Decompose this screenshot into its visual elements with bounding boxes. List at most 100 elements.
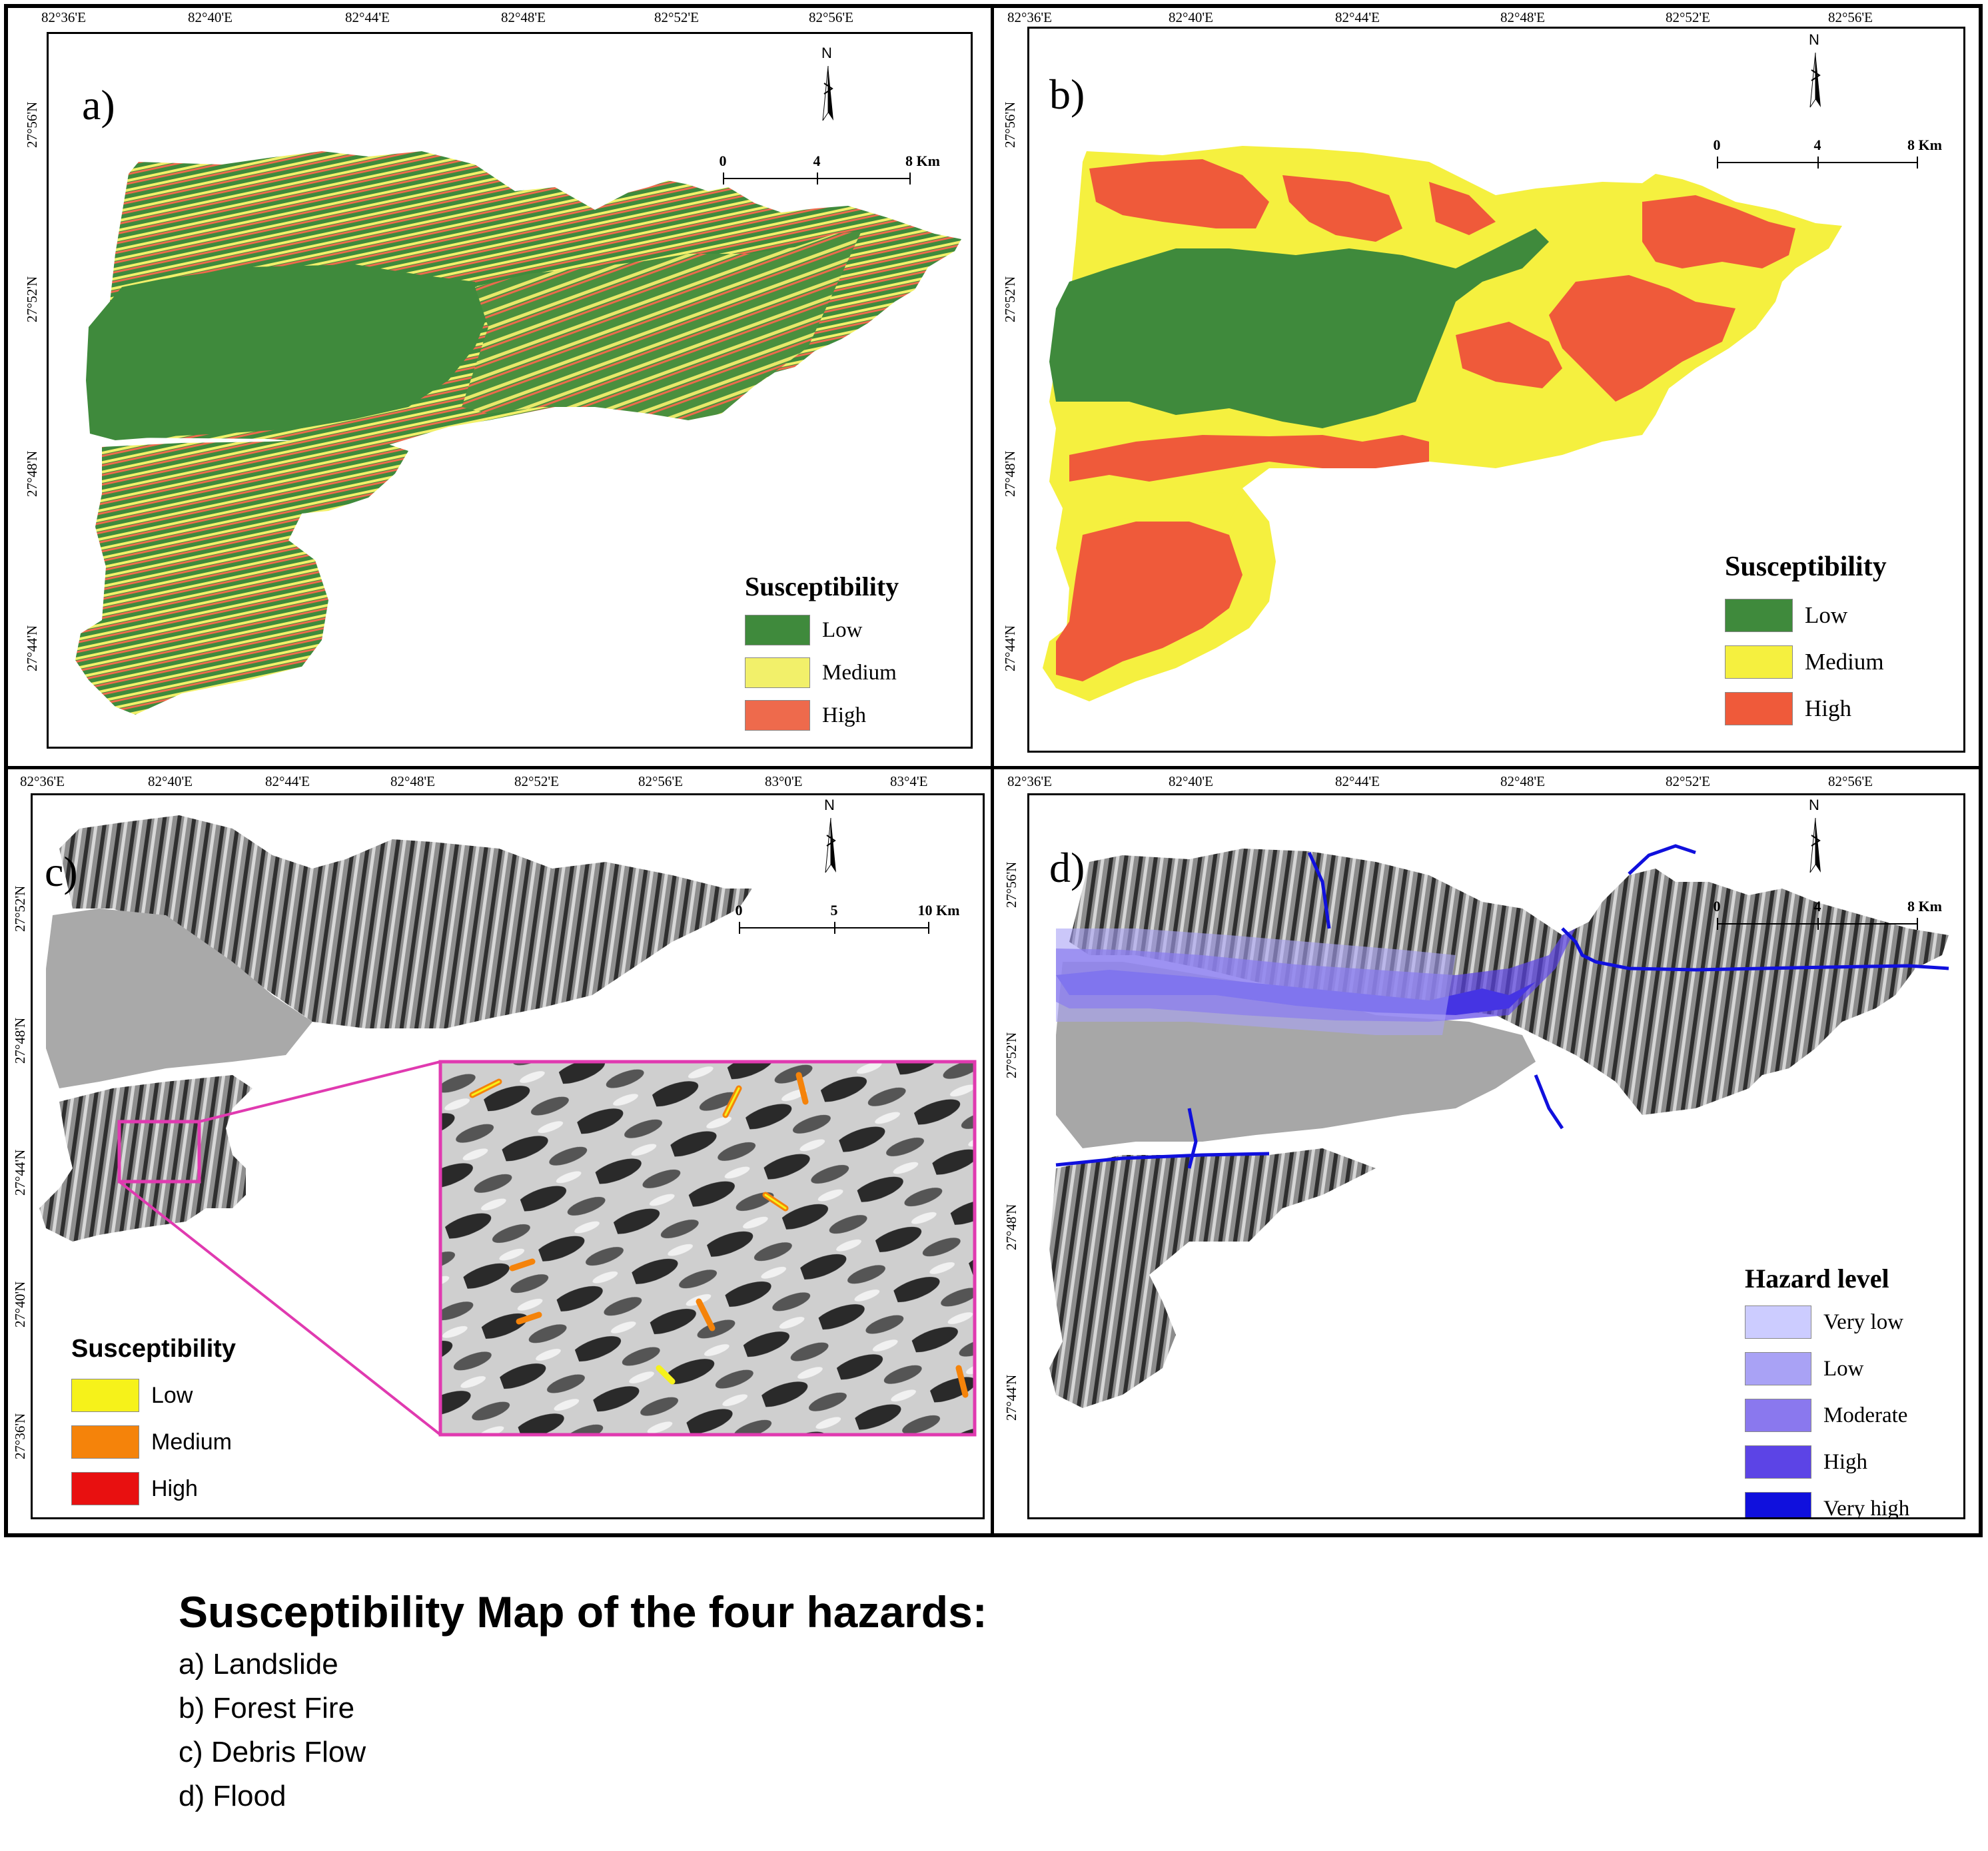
- lon-tick-label: 82°40'E: [1169, 773, 1214, 789]
- scale-bar: 0 4 8 Km: [720, 153, 940, 192]
- legend-label: High: [1805, 695, 1851, 721]
- lat-tick-label: 27°44'N: [1002, 625, 1018, 671]
- north-arrow-icon: [1809, 817, 1821, 873]
- lat-tick-label: 27°44'N: [12, 1149, 28, 1196]
- panel-b-forest-fire: 82°36'E 82°40'E 82°44'E 82°48'E 82°52'E …: [994, 0, 1983, 767]
- lon-tick-label: 82°56'E: [809, 9, 854, 25]
- lon-tick-label: 82°52'E: [1666, 9, 1711, 25]
- legend-swatch: [1745, 1352, 1811, 1385]
- lon-tick-label: 82°36'E: [1007, 9, 1053, 25]
- legend-swatch: [745, 657, 810, 688]
- inset-connector: [118, 1180, 442, 1436]
- lat-tick-label: 27°44'N: [1003, 1374, 1019, 1421]
- legend-swatch: [71, 1425, 139, 1459]
- scale-bar: 0 4 8 Km: [1714, 137, 1942, 177]
- lon-tick-label: 82°36'E: [41, 9, 87, 25]
- legend-swatch: [1725, 692, 1793, 725]
- legend: Hazard level Very low Low Moderate High …: [1745, 1263, 1963, 1517]
- vertical-divider: [991, 4, 994, 1537]
- scale-label: 4: [1813, 898, 1821, 915]
- caption-title: Susceptibility Map of the four hazards:: [179, 1587, 987, 1637]
- scale-label: 10 Km: [917, 902, 960, 919]
- legend-label: High: [151, 1475, 198, 1501]
- legend-swatch: [71, 1379, 139, 1412]
- legend-label: High: [1823, 1449, 1867, 1474]
- scale-label: 4: [1813, 137, 1821, 153]
- lat-tick-label: 27°40'N: [12, 1281, 28, 1327]
- legend: Susceptibility Low Medium High: [745, 571, 965, 744]
- lon-tick-label: 82°44'E: [345, 9, 390, 25]
- north-arrow: N: [817, 797, 844, 874]
- legend-swatch: [1745, 1492, 1811, 1517]
- legend-label: High: [822, 703, 866, 727]
- legend-item: Low: [1745, 1352, 1864, 1385]
- panel-letter: c): [45, 848, 78, 895]
- lon-tick-label: 82°40'E: [1169, 9, 1214, 25]
- north-arrow: N: [815, 45, 841, 122]
- lon-tick-label: 82°52'E: [654, 9, 700, 25]
- terrain-south: [1049, 1148, 1376, 1408]
- lat-tick-label: 27°48'N: [1002, 450, 1018, 497]
- scale-label: 8 Km: [905, 153, 940, 169]
- lon-tick-label: 83°0'E: [765, 773, 803, 789]
- caption-line: c) Debris Flow: [179, 1736, 366, 1768]
- lon-tick-label: 82°44'E: [1335, 9, 1380, 25]
- inset-debris-marks: [469, 1072, 969, 1398]
- north-label: N: [821, 45, 832, 61]
- legend-item: Medium: [1725, 645, 1884, 679]
- map-frame: b) N 0 4 8 Km Susceptibility Low Medium …: [1027, 27, 1965, 753]
- legend: Susceptibility Low Medium High: [71, 1335, 284, 1515]
- panel-letter: d): [1049, 844, 1085, 891]
- lat-tick-label: 27°52'N: [1002, 276, 1018, 322]
- scale-label: 5: [830, 902, 838, 919]
- region-low-valley: [1049, 228, 1549, 428]
- legend-label: Very low: [1823, 1309, 1904, 1334]
- legend-title: Hazard level: [1745, 1264, 1889, 1294]
- legend-swatch: [1745, 1399, 1811, 1432]
- inset-connector: [199, 1060, 441, 1123]
- legend-item: High: [71, 1472, 198, 1505]
- lon-tick-label: 82°56'E: [1828, 9, 1873, 25]
- figure-caption: Susceptibility Map of the four hazards: …: [179, 1587, 987, 1818]
- scale-label: 8 Km: [1907, 137, 1942, 153]
- north-arrow: N: [1802, 31, 1829, 109]
- legend: Susceptibility Low Medium High: [1725, 551, 1951, 751]
- map-frame: d) N 0 4 8 Km Hazard level Very low Low …: [1027, 793, 1965, 1519]
- lon-tick-label: 82°36'E: [20, 773, 65, 789]
- caption-line: d) Flood: [179, 1780, 286, 1812]
- legend-label: Moderate: [1823, 1403, 1908, 1427]
- legend-item: Medium: [71, 1425, 232, 1459]
- legend-label: Medium: [151, 1429, 232, 1455]
- horizontal-divider: [4, 766, 1983, 769]
- debris-flow-susceptibility-map: [39, 815, 977, 1437]
- legend-item: High: [745, 700, 866, 731]
- caption-line: a) Landslide: [179, 1648, 338, 1680]
- legend-item: Very high: [1745, 1492, 1909, 1517]
- legend-swatch: [1725, 645, 1793, 679]
- legend-item: High: [1745, 1445, 1867, 1479]
- flood-low: [1056, 928, 1456, 1035]
- legend-item: Low: [1725, 599, 1847, 632]
- flood-river-lines: [1055, 844, 1949, 1169]
- lon-tick-label: 82°52'E: [514, 773, 560, 789]
- region-south: [75, 438, 408, 715]
- legend-title: Susceptibility: [71, 1335, 237, 1363]
- map-frame: a) N 0 4 8 Km Susceptibility Low Medium …: [47, 32, 973, 749]
- lon-tick-label: 82°52'E: [1666, 773, 1711, 789]
- lat-tick-label: 27°48'N: [1003, 1204, 1019, 1250]
- scale-bar: 0 4 8 Km: [1714, 898, 1942, 938]
- panel-letter: a): [82, 81, 115, 129]
- lat-tick-label: 27°56'N: [24, 101, 40, 148]
- legend-item: Very low: [1745, 1305, 1903, 1339]
- lon-tick-label: 82°40'E: [148, 773, 193, 789]
- lat-tick-label: 27°36'N: [12, 1413, 28, 1459]
- map-frame: c) N 0 5 10 Km Susceptibility Low Medium…: [31, 793, 985, 1519]
- legend-swatch: [1745, 1305, 1811, 1339]
- north-arrow-icon: [825, 817, 836, 873]
- inset-locator-box: [117, 1120, 201, 1184]
- north-arrow-icon: [822, 65, 833, 121]
- lon-tick-label: 83°4'E: [890, 773, 928, 789]
- lat-tick-label: 27°44'N: [24, 625, 40, 671]
- lat-tick-label: 27°52'N: [24, 276, 40, 322]
- terrain-valley-plain: [46, 909, 312, 1088]
